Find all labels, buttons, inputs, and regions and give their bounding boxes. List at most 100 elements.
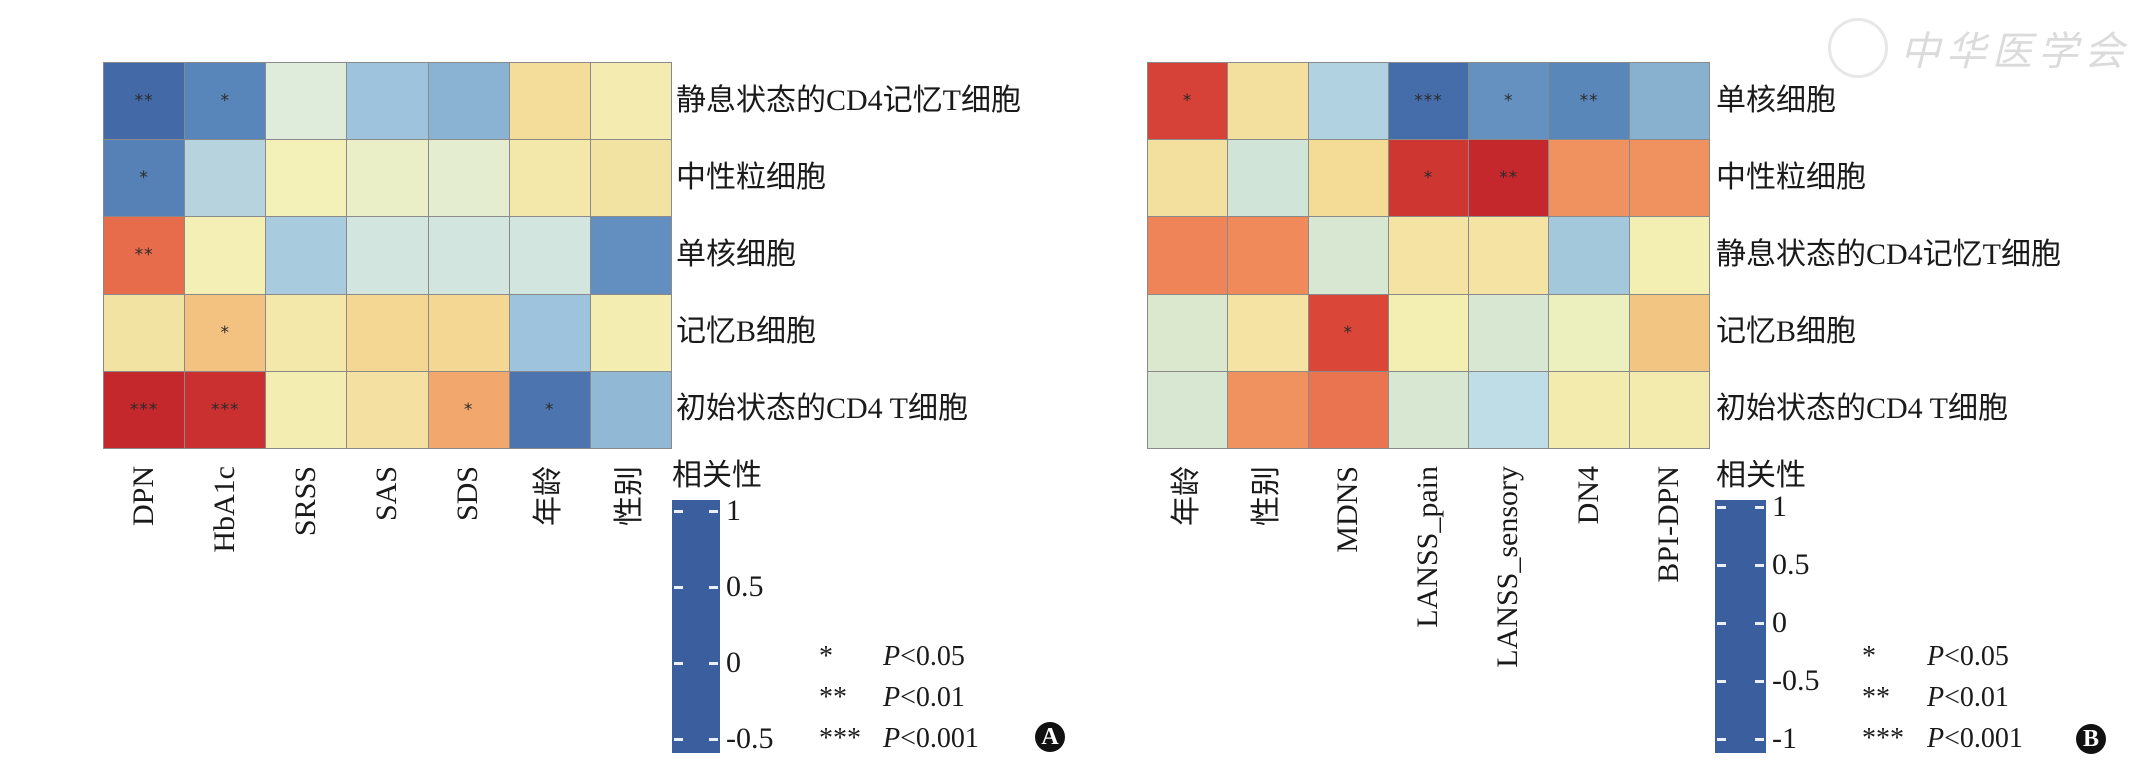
heatmap-cell — [1548, 216, 1630, 295]
colorbar-tick-label: -0.5 — [726, 722, 774, 755]
heatmap-cell — [1468, 216, 1550, 295]
heatmap-cell — [346, 62, 429, 141]
heatmap-cell — [589, 370, 672, 449]
row-label: 中性粒细胞 — [676, 160, 826, 194]
colorbar-tick-label: 0 — [726, 646, 741, 679]
p-threshold-value: <0.001 — [1944, 723, 2023, 754]
column-label: 年龄 — [1170, 466, 1204, 526]
heatmap-cell — [103, 293, 186, 372]
significance-threshold: P<0.001 — [1927, 724, 2023, 754]
colorbar-tick-mark — [1717, 738, 1726, 741]
row-label: 记忆B细胞 — [1716, 315, 1857, 349]
heatmap-cell — [1468, 293, 1550, 372]
heatmap-cell — [1147, 370, 1229, 449]
heatmap-cell — [1628, 216, 1710, 295]
colorbar-tick-label: 0.5 — [726, 570, 764, 603]
significance-stars: ** — [819, 682, 847, 713]
significance-threshold: P<0.05 — [883, 642, 965, 672]
heatmap-cell — [508, 216, 591, 295]
p-symbol: P — [1927, 641, 1945, 672]
column-label: BPI-DPN — [1651, 466, 1685, 583]
colorbar-tick-mark — [1717, 564, 1726, 567]
heatmap-cell — [184, 139, 267, 218]
p-threshold-value: <0.001 — [900, 723, 979, 754]
heatmap-cell: ** — [1468, 139, 1550, 218]
row-label: 静息状态的CD4记忆T细胞 — [1716, 238, 2061, 271]
heatmap-cell — [265, 62, 348, 141]
colorbar-tick-mark — [1755, 564, 1764, 567]
heatmap-cell — [346, 216, 429, 295]
heatmap-cell — [184, 216, 267, 295]
colorbar-title: 相关性 — [1716, 459, 1806, 492]
heatmap-cell — [1628, 62, 1710, 141]
panel-label-badge: A — [1035, 722, 1065, 752]
heatmap-cell: * — [1307, 293, 1389, 372]
heatmap-cell — [427, 293, 510, 372]
colorbar-tick-mark — [1755, 622, 1764, 625]
heatmap-cell — [1227, 62, 1309, 141]
heatmap-cell — [265, 293, 348, 372]
column-label: SAS — [370, 466, 403, 522]
heatmap-cell: *** — [103, 370, 186, 449]
column-label: DPN — [126, 466, 160, 527]
heatmap-cell — [1628, 139, 1710, 218]
colorbar-tick-mark — [1755, 738, 1764, 741]
row-label: 单核细胞 — [676, 238, 796, 271]
heatmap-cell — [1307, 370, 1389, 449]
colorbar — [672, 500, 720, 753]
heatmap-cell — [265, 139, 348, 218]
heatmap-cell — [1387, 293, 1470, 372]
heatmap-cell — [1548, 139, 1630, 218]
row-label: 初始状态的CD4 T细胞 — [676, 392, 968, 426]
heatmap-cell — [1227, 139, 1309, 218]
column-label: HbA1c — [207, 466, 241, 553]
heatmap-cell — [346, 139, 429, 218]
colorbar — [1715, 500, 1766, 753]
significance-threshold: P<0.01 — [883, 683, 965, 713]
heatmap-cell — [508, 293, 591, 372]
heatmap-cell: *** — [184, 370, 267, 449]
heatmap-cell — [427, 139, 510, 218]
colorbar-tick-label: 0 — [1772, 606, 1787, 639]
heatmap-cell: * — [1387, 139, 1470, 218]
heatmap-cell — [1227, 370, 1309, 449]
p-symbol: P — [883, 682, 901, 713]
column-label: SDS — [451, 466, 485, 522]
colorbar-tick-mark — [709, 738, 718, 741]
row-label: 中性粒细胞 — [1716, 160, 1866, 194]
heatmap-cell — [427, 62, 510, 141]
colorbar-tick-mark — [674, 738, 683, 741]
colorbar-tick-mark — [674, 662, 683, 665]
row-label: 记忆B细胞 — [676, 315, 817, 349]
colorbar-tick-mark — [709, 662, 718, 665]
heatmap-cell: * — [508, 370, 591, 449]
significance-threshold: P<0.05 — [1927, 642, 2009, 672]
heatmap-cell: * — [184, 62, 267, 141]
heatmap-cell — [1307, 216, 1389, 295]
heatmap-cell: ** — [103, 62, 186, 141]
heatmap-cell — [1548, 370, 1630, 449]
heatmap-cell — [589, 293, 672, 372]
significance-stars: *** — [819, 723, 861, 754]
heatmap-cell — [1147, 293, 1229, 372]
p-symbol: P — [883, 723, 901, 754]
colorbar-tick-mark — [709, 510, 718, 513]
colorbar-tick-mark — [674, 586, 683, 589]
heatmap-cell — [589, 139, 672, 218]
column-label: 性别 — [613, 466, 647, 526]
p-threshold-value: <0.01 — [1944, 682, 2009, 713]
significance-stars: ** — [1862, 682, 1890, 713]
colorbar-tick-label: 1 — [726, 494, 741, 527]
p-threshold-value: <0.01 — [900, 682, 965, 713]
significance-stars: * — [1862, 641, 1876, 672]
row-label: 初始状态的CD4 T细胞 — [1716, 392, 2008, 426]
column-label: LANSS_sensory — [1491, 466, 1525, 668]
heatmap-cell — [346, 293, 429, 372]
significance-threshold: P<0.001 — [883, 724, 979, 754]
colorbar-tick-mark — [1717, 622, 1726, 625]
heatmap-cell: * — [184, 293, 267, 372]
row-label: 单核细胞 — [1716, 83, 1836, 117]
p-threshold-value: <0.05 — [900, 641, 965, 672]
heatmap-cell: ** — [1548, 62, 1630, 141]
colorbar-tick-label: 1 — [1772, 490, 1787, 523]
